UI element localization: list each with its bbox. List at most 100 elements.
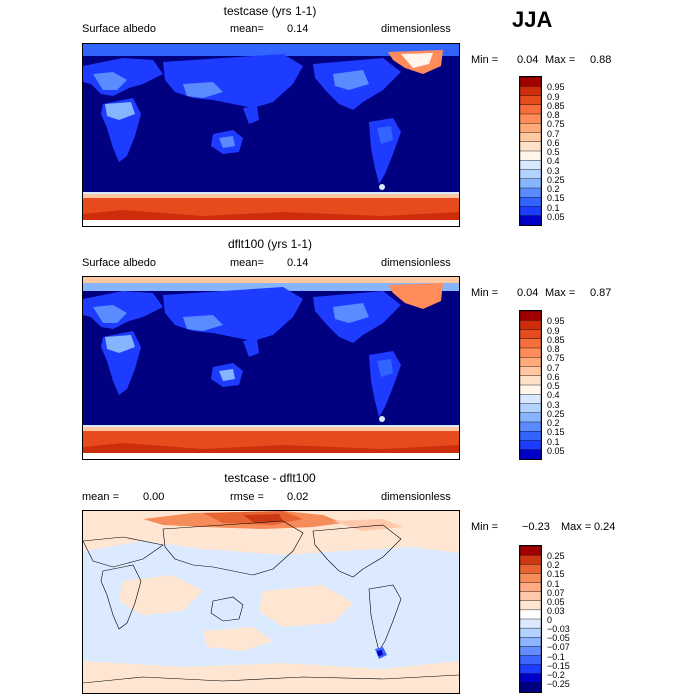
colorbar-swatch	[520, 338, 541, 349]
colorbar-swatch	[520, 206, 541, 217]
panel-2-variable-label: Surface albedo	[82, 257, 156, 269]
colorbar-tick-label: 0.25	[547, 551, 565, 562]
colorbar-swatch	[520, 618, 541, 629]
colorbar-swatch	[520, 591, 541, 602]
colorbar-tick-label: 0.9	[547, 91, 560, 102]
colorbar-tick-label: −0.15	[547, 660, 570, 671]
colorbar-tick-label: 0.15	[547, 569, 565, 580]
panel-3-units-label: dimensionless	[381, 491, 451, 503]
colorbar-tick-label: 0.25	[547, 174, 565, 185]
panel-2-max-value: 0.87	[590, 287, 612, 299]
colorbar-swatch	[520, 366, 541, 377]
colorbar-swatch	[520, 215, 541, 225]
colorbar-swatch	[520, 412, 541, 423]
colorbar-swatch	[520, 431, 541, 442]
colorbar-tick-label: 0	[547, 615, 553, 625]
panel-2-colorbar-swatches	[520, 311, 541, 459]
panel-1-min-label: Min =	[471, 54, 499, 66]
panel-3-rmse-label: rmse =	[230, 491, 264, 503]
panel-3-max-label: Max =	[561, 521, 592, 533]
colorbar-swatch	[520, 655, 541, 666]
panel-2-colorbar	[519, 310, 542, 460]
colorbar-tick-label: −0.07	[547, 642, 570, 653]
colorbar-tick-label: 0.05	[547, 211, 565, 222]
colorbar-swatch	[520, 440, 541, 451]
colorbar-swatch	[520, 113, 541, 124]
colorbar-swatch	[520, 664, 541, 675]
panel-3-min-value: −0.23	[522, 521, 550, 533]
panel-2-units-label: dimensionless	[381, 257, 451, 269]
panel-1-units-label: dimensionless	[381, 23, 451, 35]
colorbar-tick-label: 0.2	[547, 184, 560, 194]
panel-3-map	[82, 510, 460, 694]
colorbar-swatch	[520, 132, 541, 143]
colorbar-swatch	[520, 609, 541, 620]
panel-1-max-label: Max =	[545, 54, 576, 66]
colorbar-swatch	[520, 449, 541, 459]
colorbar-tick-label: −0.03	[547, 624, 570, 635]
colorbar-tick-label: −0.25	[547, 678, 570, 689]
colorbar-swatch	[520, 197, 541, 208]
colorbar-swatch	[520, 646, 541, 657]
colorbar-swatch	[520, 384, 541, 395]
colorbar-tick-label: 0.1	[547, 436, 560, 447]
colorbar-swatch	[520, 582, 541, 593]
panel-3-max-value: 0.24	[594, 521, 616, 533]
colorbar-tick-label: 0.85	[547, 100, 565, 111]
colorbar-swatch	[520, 573, 541, 584]
colorbar-tick-label: −0.2	[547, 669, 565, 680]
panel-2-map	[82, 276, 460, 460]
colorbar-tick-label: −0.1	[547, 651, 565, 662]
colorbar-tick-label: 0.6	[547, 137, 560, 148]
colorbar-swatch	[520, 311, 541, 321]
panel-3-mean-value: 0.00	[143, 491, 165, 503]
panel-1-mean-label: mean=	[230, 23, 264, 35]
colorbar-swatch	[520, 187, 541, 198]
colorbar-tick-label: 0.1	[547, 202, 560, 213]
colorbar-swatch	[520, 673, 541, 684]
colorbar-swatch	[520, 627, 541, 638]
colorbar-tick-label: 0.6	[547, 371, 560, 382]
colorbar-tick-label: 0.07	[547, 587, 565, 598]
panel-1-variable-label: Surface albedo	[82, 23, 156, 35]
panel-1-colorbar-swatches	[520, 77, 541, 225]
colorbar-tick-label: 0.05	[547, 596, 565, 607]
colorbar-swatch	[520, 77, 541, 87]
panel-3-title: testcase - dflt100	[224, 471, 316, 485]
colorbar-swatch	[520, 86, 541, 97]
colorbar-swatch	[520, 394, 541, 405]
colorbar-swatch	[520, 357, 541, 368]
panel-1-map	[82, 43, 460, 227]
panel-1-colorbar	[519, 76, 542, 226]
colorbar-swatch	[520, 123, 541, 134]
colorbar-tick-label: 0.3	[547, 399, 560, 410]
colorbar-swatch	[520, 169, 541, 180]
colorbar-tick-label: 0.3	[547, 165, 560, 176]
colorbar-tick-label: 0.15	[547, 427, 565, 438]
colorbar-tick-label: 0.4	[547, 156, 560, 167]
colorbar-swatch	[520, 546, 541, 556]
colorbar-swatch	[520, 141, 541, 152]
colorbar-swatch	[520, 160, 541, 171]
colorbar-tick-label: 0.05	[547, 445, 565, 456]
colorbar-swatch	[520, 104, 541, 115]
panel-2-min-value: 0.04	[517, 287, 539, 299]
panel-2-title: dflt100 (yrs 1-1)	[227, 237, 313, 251]
colorbar-swatch	[520, 375, 541, 386]
colorbar-tick-label: 0.1	[547, 578, 560, 589]
colorbar-tick-label: 0.7	[547, 128, 560, 139]
colorbar-swatch	[520, 403, 541, 414]
panel-3-min-label: Min =	[471, 521, 499, 533]
colorbar-tick-label: 0.95	[547, 82, 565, 93]
panel-3-colorbar	[519, 545, 542, 693]
colorbar-swatch	[520, 682, 541, 692]
panel-2-mean-label: mean=	[230, 257, 264, 269]
colorbar-swatch	[520, 600, 541, 611]
colorbar-tick-label: 0.75	[547, 119, 565, 130]
panel-1-title: testcase (yrs 1-1)	[223, 4, 317, 18]
panel-1-min-value: 0.04	[517, 54, 539, 66]
panel-3-colorbar-swatches	[520, 546, 541, 692]
colorbar-tick-label: 0.8	[547, 344, 560, 354]
colorbar-tick-label: 0.25	[547, 408, 565, 419]
panel-1-mean-value: 0.14	[287, 23, 309, 35]
